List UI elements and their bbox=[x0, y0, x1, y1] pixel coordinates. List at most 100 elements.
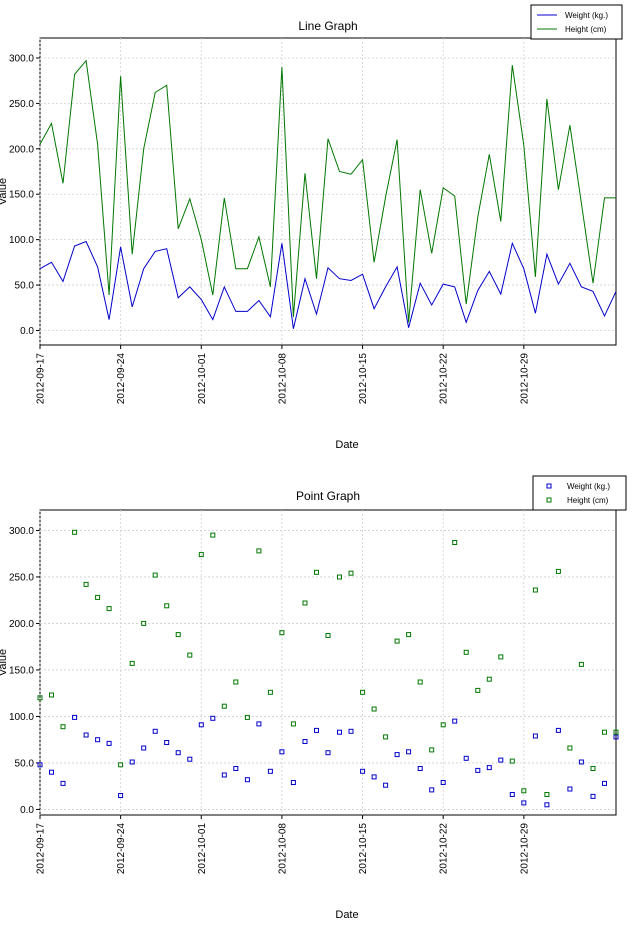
data-point-height bbox=[417, 679, 423, 685]
data-point-weight bbox=[129, 759, 135, 765]
data-point-height bbox=[118, 762, 124, 768]
y-axis-label: Value bbox=[0, 178, 9, 205]
data-point-height bbox=[613, 729, 619, 735]
data-point-height bbox=[475, 687, 481, 693]
data-point-weight bbox=[290, 780, 296, 785]
x-tick-label: 2012-10-29 bbox=[519, 823, 530, 875]
data-point-weight bbox=[37, 762, 43, 768]
data-point-weight bbox=[521, 800, 527, 806]
data-point-weight bbox=[348, 728, 354, 734]
data-point-weight bbox=[498, 757, 504, 763]
data-point-height bbox=[371, 706, 377, 712]
data-point-weight bbox=[406, 749, 412, 755]
x-tick-label: 2012-10-15 bbox=[358, 353, 369, 405]
data-point-height bbox=[394, 638, 400, 644]
x-tick-label: 2012-09-24 bbox=[116, 823, 127, 875]
data-point-weight bbox=[532, 733, 538, 739]
x-axis-label: Date bbox=[335, 439, 358, 451]
y-tick-label: 100.0 bbox=[9, 235, 34, 246]
data-point-weight bbox=[279, 749, 285, 755]
data-point-weight bbox=[602, 780, 607, 786]
legend-swatch bbox=[546, 497, 552, 503]
y-tick-label: 50.0 bbox=[15, 758, 35, 769]
legend-swatch bbox=[546, 483, 552, 489]
data-point-weight bbox=[555, 727, 561, 733]
x-tick-label: 2012-09-17 bbox=[36, 823, 47, 875]
data-point-height bbox=[521, 788, 527, 794]
legend-label: Weight (kg.) bbox=[565, 11, 608, 20]
data-point-height bbox=[590, 766, 596, 771]
data-point-height bbox=[509, 758, 515, 764]
data-point-height bbox=[440, 722, 446, 728]
data-point-weight bbox=[244, 777, 250, 783]
data-point-weight bbox=[452, 718, 458, 724]
data-point-height bbox=[567, 745, 573, 751]
data-point-height bbox=[95, 594, 101, 600]
data-point-height bbox=[106, 606, 112, 612]
data-point-height bbox=[452, 540, 458, 545]
data-point-height bbox=[544, 792, 550, 797]
data-point-weight bbox=[267, 768, 273, 774]
plot-area bbox=[39, 509, 617, 816]
data-point-weight bbox=[509, 792, 515, 797]
data-point-weight bbox=[429, 787, 435, 793]
legend-label: Height (cm) bbox=[565, 25, 607, 34]
data-point-weight bbox=[325, 750, 331, 756]
data-point-height bbox=[602, 729, 607, 735]
x-axis-label: Date bbox=[335, 909, 358, 921]
data-point-height bbox=[267, 689, 273, 695]
data-point-weight bbox=[187, 756, 193, 762]
legend-label: Height (cm) bbox=[567, 496, 609, 505]
data-point-height bbox=[60, 724, 66, 730]
x-tick-label: 2012-10-22 bbox=[439, 823, 450, 875]
y-tick-label: 50.0 bbox=[15, 281, 35, 292]
data-point-height bbox=[314, 569, 319, 575]
data-point-weight bbox=[360, 768, 366, 774]
data-point-weight bbox=[567, 786, 573, 792]
data-point-weight bbox=[106, 740, 112, 746]
data-point-weight bbox=[49, 769, 54, 775]
data-point-weight bbox=[164, 740, 170, 745]
data-point-weight bbox=[475, 767, 481, 773]
data-point-height bbox=[325, 633, 331, 638]
data-point-weight bbox=[440, 780, 446, 785]
x-tick-label: 2012-10-22 bbox=[439, 353, 450, 405]
data-point-height bbox=[532, 587, 538, 593]
data-point-height bbox=[129, 660, 135, 666]
data-point-height bbox=[233, 679, 239, 685]
data-point-weight bbox=[83, 732, 89, 738]
data-point-height bbox=[49, 692, 54, 698]
data-point-weight bbox=[221, 772, 227, 778]
x-tick-label: 2012-09-24 bbox=[116, 353, 127, 405]
data-point-weight bbox=[118, 793, 124, 798]
data-point-weight bbox=[394, 752, 400, 758]
data-point-weight bbox=[175, 750, 181, 756]
x-tick-label: 2012-10-08 bbox=[277, 823, 288, 875]
data-point-height bbox=[83, 581, 89, 587]
data-point-height bbox=[198, 552, 204, 558]
data-point-height bbox=[37, 695, 43, 701]
y-tick-label: 300.0 bbox=[9, 526, 34, 537]
plot-area bbox=[39, 37, 617, 346]
x-tick-label: 2012-10-01 bbox=[197, 823, 208, 875]
data-point-weight bbox=[590, 793, 596, 799]
data-point-height bbox=[498, 654, 504, 660]
data-point-height bbox=[302, 600, 308, 606]
data-point-height bbox=[555, 568, 561, 574]
data-point-weight bbox=[463, 755, 469, 761]
series-line-weight bbox=[39, 240, 617, 329]
data-point-weight bbox=[95, 737, 101, 743]
data-point-height bbox=[486, 676, 492, 682]
data-point-height bbox=[221, 703, 227, 709]
data-point-height bbox=[141, 620, 147, 626]
data-point-height bbox=[244, 714, 250, 720]
data-point-height bbox=[256, 548, 262, 554]
data-point-weight bbox=[314, 727, 319, 733]
data-point-height bbox=[175, 632, 181, 638]
data-point-height bbox=[463, 649, 469, 655]
data-point-weight bbox=[141, 745, 147, 751]
x-tick-label: 2012-10-08 bbox=[277, 353, 288, 405]
y-tick-label: 0.0 bbox=[20, 805, 34, 816]
